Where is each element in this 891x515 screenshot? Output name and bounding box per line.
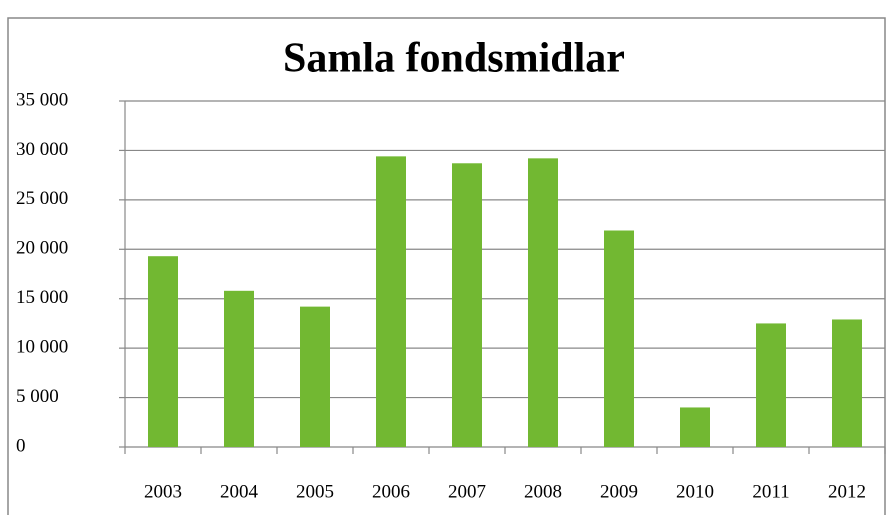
y-tick-label: 20 000 <box>16 238 68 259</box>
x-tick-label: 2010 <box>676 481 714 502</box>
chart-title: Samla fondsmidlar <box>283 36 625 82</box>
y-tick-label: 35 000 <box>16 89 68 110</box>
bar <box>604 230 634 447</box>
bar <box>148 256 178 447</box>
bar <box>224 290 254 447</box>
y-tick-label: 15 000 <box>16 287 68 308</box>
x-tick-label: 2008 <box>524 481 562 502</box>
y-tick-label: 30 000 <box>16 139 68 160</box>
x-tick-label: 2004 <box>220 481 259 502</box>
y-tick-label: 10 000 <box>16 337 68 358</box>
chart-frame <box>7 17 886 515</box>
y-tick-label: 5 000 <box>16 386 59 407</box>
x-tick-label: 2003 <box>144 481 182 502</box>
x-tick-label: 2009 <box>600 481 638 502</box>
bar <box>756 323 786 447</box>
y-tick-label: 25 000 <box>16 188 68 209</box>
bar <box>832 319 862 447</box>
x-tick-label: 2011 <box>752 481 789 502</box>
x-tick-label: 2012 <box>828 481 866 502</box>
bar <box>376 156 406 448</box>
x-tick-label: 2005 <box>296 481 334 502</box>
bar <box>452 163 482 447</box>
x-tick-label: 2006 <box>372 481 410 502</box>
bar <box>300 306 330 447</box>
bar <box>528 158 558 447</box>
x-tick-label: 2007 <box>448 481 486 502</box>
bar <box>680 407 710 447</box>
y-tick-label: 0 <box>16 435 26 456</box>
